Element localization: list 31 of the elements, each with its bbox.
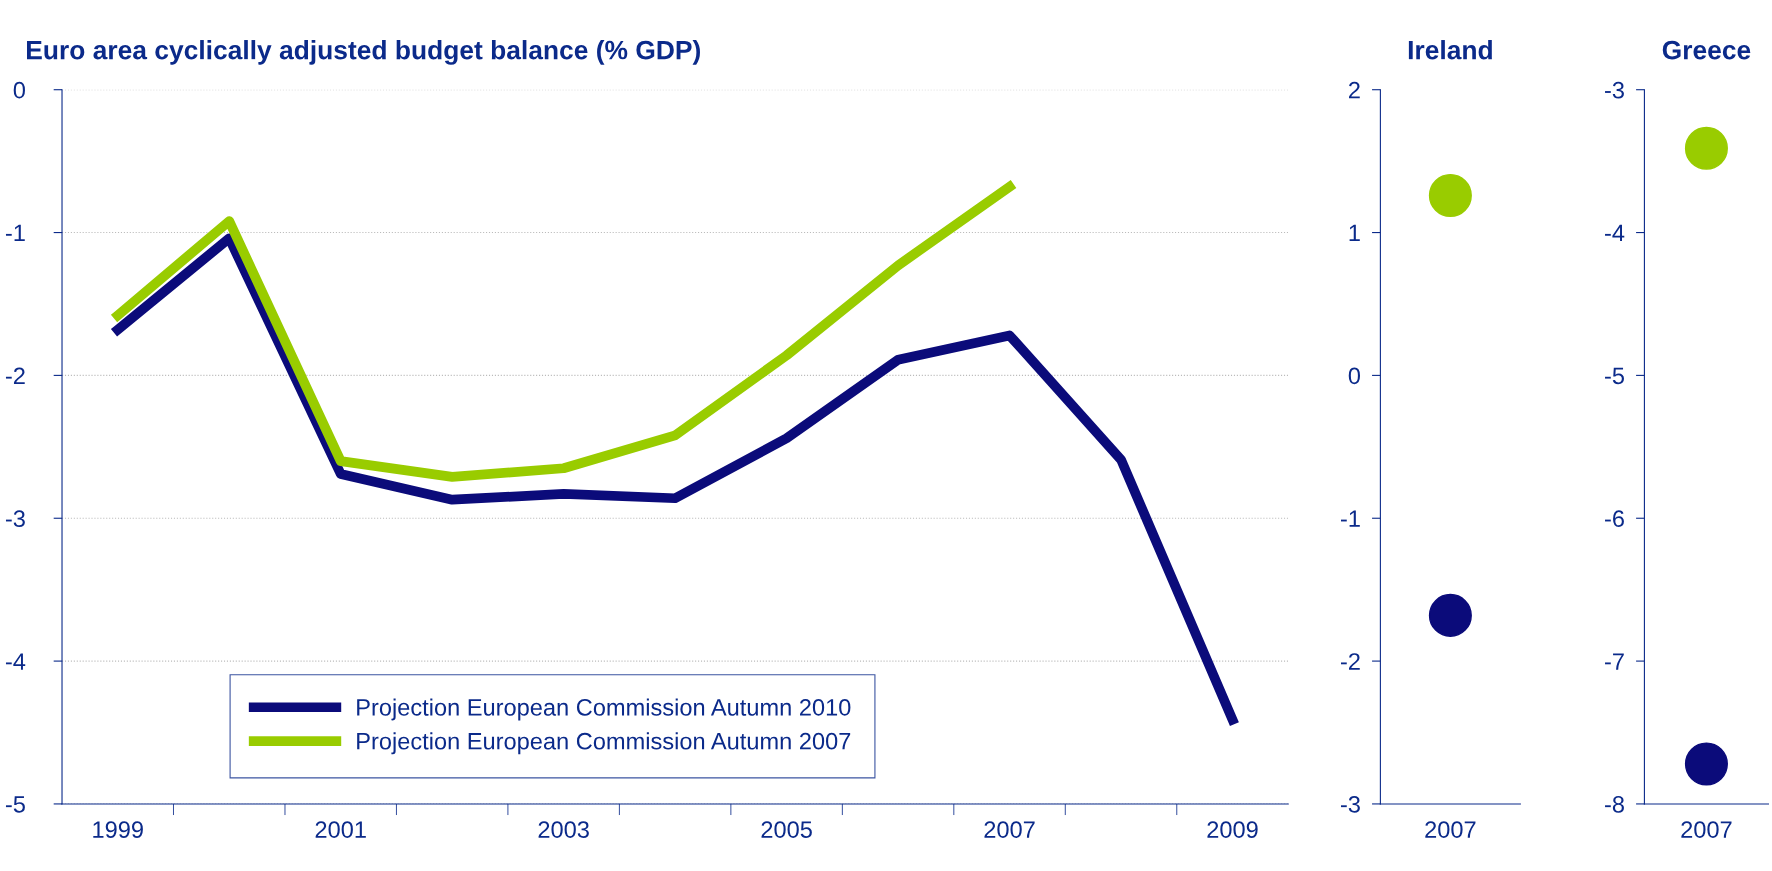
chart-title: Ireland bbox=[1408, 40, 1492, 60]
y-tick-label: -3 bbox=[1605, 81, 1624, 99]
chart-title: Euro area cyclically adjusted budget balance (% GDP) bbox=[27, 40, 700, 65]
x-tick-label: 2007 bbox=[1681, 821, 1732, 838]
x-tick-label: 2007 bbox=[984, 821, 1035, 838]
x-tick-label: 2009 bbox=[1207, 821, 1258, 838]
y-tick-label: -8 bbox=[1605, 796, 1624, 813]
y-tick-label: -5 bbox=[1605, 367, 1624, 385]
y-tick-label: -2 bbox=[5, 367, 25, 384]
y-tick-label: -6 bbox=[1605, 510, 1624, 528]
y-tick-label: -5 bbox=[5, 796, 25, 813]
legend-label: Projection European Commission Autumn 2007 bbox=[357, 732, 851, 755]
y-tick-label: 2 bbox=[1349, 81, 1360, 99]
y-tick-label: -7 bbox=[1605, 653, 1624, 670]
x-tick-label: 2005 bbox=[761, 821, 812, 838]
y-tick-label: 1 bbox=[1349, 224, 1360, 242]
x-tick-label: 2001 bbox=[315, 821, 366, 838]
x-tick-label: 2003 bbox=[538, 821, 589, 838]
legend-label: Projection European Commission Autumn 2010 bbox=[357, 698, 851, 721]
y-tick-label: -3 bbox=[1341, 796, 1360, 813]
y-tick-label: -3 bbox=[5, 510, 25, 528]
y-tick-label: -2 bbox=[1341, 653, 1360, 670]
x-tick-label: 1999 bbox=[93, 821, 143, 838]
y-tick-label: 0 bbox=[1348, 367, 1361, 385]
x-tick-label: 2007 bbox=[1425, 821, 1476, 838]
y-tick-label: 0 bbox=[13, 81, 25, 99]
y-tick-label: -4 bbox=[1605, 224, 1625, 242]
y-tick-label: -4 bbox=[5, 653, 26, 670]
y-tick-label: -1 bbox=[1341, 510, 1360, 527]
chart-title: Greece bbox=[1662, 40, 1751, 60]
y-tick-label: -1 bbox=[5, 224, 25, 242]
